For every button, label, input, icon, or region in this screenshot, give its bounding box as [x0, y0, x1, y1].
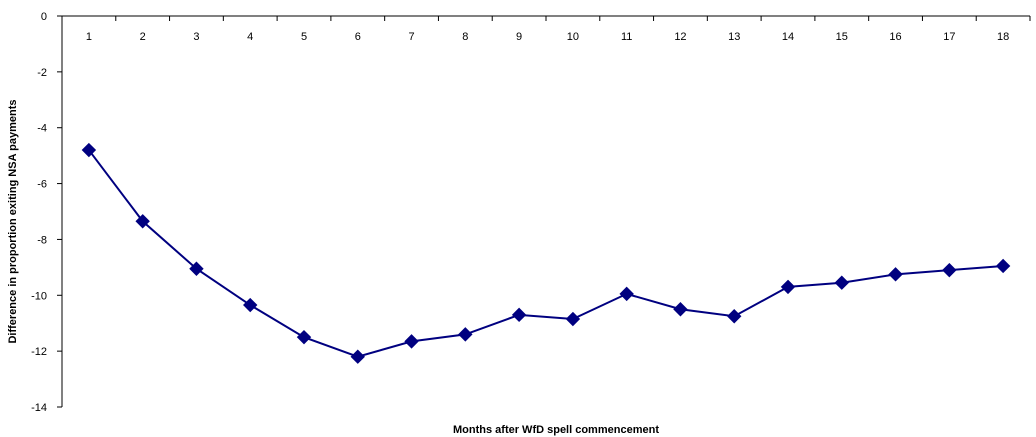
x-tick-label: 18: [997, 31, 1009, 43]
y-tick-label: -6: [37, 179, 47, 191]
data-point-marker: [189, 261, 204, 276]
x-tick-label: 15: [836, 31, 848, 43]
x-tick-label: 6: [355, 31, 361, 43]
x-tick-label: 8: [462, 31, 468, 43]
data-point-marker: [404, 334, 419, 349]
x-axis-ticks: 1 2 3 4 5 6 7 8 9 10 11 12 13 14 15 16 17 18: [61, 16, 1031, 43]
x-tick-label: 11: [621, 31, 632, 43]
data-point-marker: [619, 286, 634, 302]
data-point-marker: [565, 311, 581, 327]
y-tick-label: -4: [37, 123, 47, 135]
y-tick-label: -14: [31, 402, 47, 414]
x-tick-label: 5: [301, 31, 307, 43]
y-tick-label: -10: [31, 290, 47, 302]
data-point-marker: [834, 275, 849, 290]
series-line: [88, 149, 1004, 358]
axes: [61, 15, 1030, 407]
x-tick-label: 7: [408, 31, 414, 43]
x-tick-label: 17: [943, 31, 955, 43]
data-point-marker: [135, 214, 150, 229]
x-tick-label: 12: [674, 31, 686, 43]
data-point-marker: [780, 279, 796, 295]
x-tick-label: 9: [516, 31, 522, 43]
x-tick-label: 10: [567, 31, 579, 43]
data-point-marker: [243, 297, 258, 313]
y-tick-label: 0: [41, 11, 47, 23]
data-point-marker: [296, 329, 312, 345]
x-tick-label: 14: [782, 31, 794, 43]
x-tick-label: 1: [86, 31, 92, 43]
data-point-marker: [888, 267, 903, 282]
x-tick-label: 13: [728, 31, 740, 43]
y-tick-label: -2: [37, 67, 47, 79]
series-layer: [81, 142, 1011, 364]
x-tick-label: 16: [889, 31, 901, 43]
data-point-marker: [995, 258, 1011, 274]
y-axis-title: Difference in proportion exiting NSA pay…: [7, 99, 19, 343]
data-point-marker: [727, 309, 742, 324]
data-point-marker: [81, 142, 97, 158]
data-point-marker: [511, 307, 527, 323]
x-axis-title: Months after WfD spell commencement: [453, 424, 659, 436]
y-axis-ticks: 0 -2 -4 -6 -8 -10 -12 -14: [31, 11, 62, 414]
x-tick-label: 4: [247, 31, 253, 43]
y-tick-label: -8: [37, 234, 47, 246]
x-tick-label: 3: [193, 31, 199, 43]
y-tick-label: -12: [31, 346, 47, 358]
data-point-marker: [673, 302, 688, 317]
data-point-marker: [458, 327, 473, 342]
data-point-marker: [942, 262, 957, 278]
data-point-marker: [350, 349, 365, 364]
x-tick-label: 2: [140, 31, 146, 43]
